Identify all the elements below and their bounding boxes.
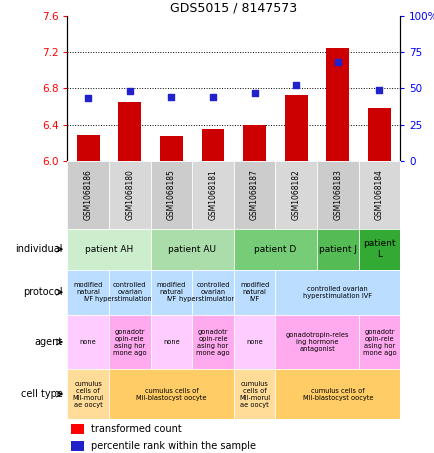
Text: controlled ovarian
hyperstimulation IVF: controlled ovarian hyperstimulation IVF bbox=[302, 286, 372, 299]
Text: gonadotropin-reles
ing hormone
antagonist: gonadotropin-reles ing hormone antagonis… bbox=[285, 332, 348, 352]
Text: GSM1068180: GSM1068180 bbox=[125, 169, 134, 220]
Text: GSM1068184: GSM1068184 bbox=[374, 169, 383, 220]
Point bbox=[375, 86, 382, 93]
Text: gonadotr
opin-rele
asing hor
mone ago: gonadotr opin-rele asing hor mone ago bbox=[362, 328, 395, 356]
Text: cumulus cells of
MII-blastocyst oocyte: cumulus cells of MII-blastocyst oocyte bbox=[136, 388, 206, 400]
Text: none: none bbox=[80, 339, 96, 345]
Bar bbox=[71, 424, 84, 434]
Text: modified
natural
IVF: modified natural IVF bbox=[73, 282, 103, 302]
Text: patient AH: patient AH bbox=[85, 245, 133, 254]
Bar bbox=[367, 108, 390, 161]
Bar bbox=[201, 129, 224, 161]
Text: patient J: patient J bbox=[318, 245, 356, 254]
Text: agent: agent bbox=[35, 337, 63, 347]
Point bbox=[250, 89, 257, 96]
Text: individual: individual bbox=[16, 244, 63, 254]
Text: GSM1068181: GSM1068181 bbox=[208, 169, 217, 220]
Text: gonadotr
opin-rele
asing hor
mone ago: gonadotr opin-rele asing hor mone ago bbox=[113, 328, 146, 356]
Title: GDS5015 / 8147573: GDS5015 / 8147573 bbox=[170, 2, 297, 14]
Text: controlled
ovarian
hyperstimulation IVF: controlled ovarian hyperstimulation IVF bbox=[178, 282, 247, 302]
Point bbox=[168, 93, 174, 101]
Text: modified
natural
IVF: modified natural IVF bbox=[240, 282, 269, 302]
Bar bbox=[160, 136, 182, 161]
Text: cumulus
cells of
MII-morul
ae oocyt: cumulus cells of MII-morul ae oocyt bbox=[72, 381, 104, 408]
Text: cumulus
cells of
MII-morul
ae oocyt: cumulus cells of MII-morul ae oocyt bbox=[239, 381, 270, 408]
Text: GSM1068187: GSM1068187 bbox=[250, 169, 259, 220]
Text: gonadotr
opin-rele
asing hor
mone ago: gonadotr opin-rele asing hor mone ago bbox=[196, 328, 229, 356]
Text: GSM1068183: GSM1068183 bbox=[332, 169, 342, 220]
Text: patient
L: patient L bbox=[362, 240, 395, 259]
Text: patient D: patient D bbox=[254, 245, 296, 254]
Text: protocol: protocol bbox=[23, 287, 63, 297]
Point bbox=[126, 87, 133, 95]
Text: none: none bbox=[163, 339, 179, 345]
Point bbox=[292, 82, 299, 89]
Text: transformed count: transformed count bbox=[91, 424, 181, 434]
Text: GSM1068186: GSM1068186 bbox=[83, 169, 92, 220]
Text: controlled
ovarian
hyperstimulation IVF: controlled ovarian hyperstimulation IVF bbox=[95, 282, 164, 302]
Bar bbox=[71, 441, 84, 451]
Bar bbox=[326, 48, 349, 161]
Text: GSM1068182: GSM1068182 bbox=[291, 169, 300, 220]
Text: none: none bbox=[246, 339, 263, 345]
Bar bbox=[284, 95, 307, 161]
Bar bbox=[118, 102, 141, 161]
Text: cumulus cells of
MII-blastocyst oocyte: cumulus cells of MII-blastocyst oocyte bbox=[302, 388, 372, 400]
Point bbox=[334, 58, 341, 66]
Text: cell type: cell type bbox=[21, 389, 63, 399]
Text: GSM1068185: GSM1068185 bbox=[167, 169, 175, 220]
Text: patient AU: patient AU bbox=[168, 245, 216, 254]
Text: modified
natural
IVF: modified natural IVF bbox=[156, 282, 186, 302]
Point bbox=[85, 95, 92, 102]
Bar bbox=[77, 135, 99, 161]
Text: percentile rank within the sample: percentile rank within the sample bbox=[91, 441, 255, 451]
Bar bbox=[243, 125, 266, 161]
Point bbox=[209, 93, 216, 101]
